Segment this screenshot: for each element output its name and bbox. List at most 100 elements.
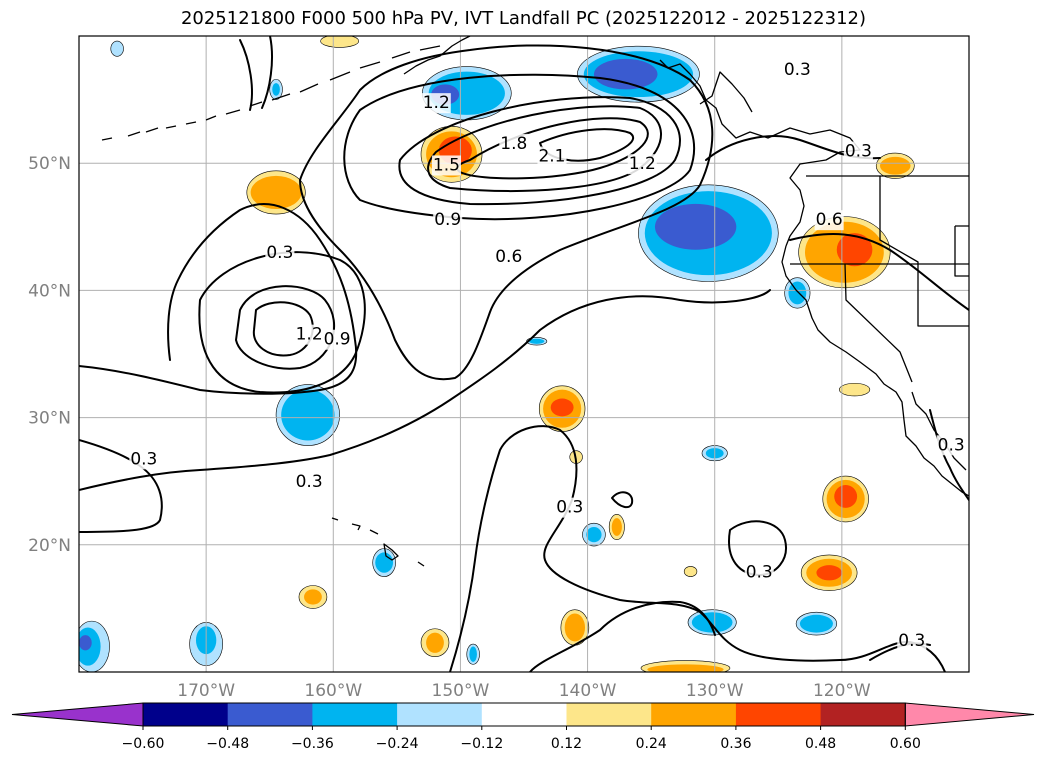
- contour-label-halo-7: [265, 243, 295, 264]
- pv-contour-0-3-top-left: [239, 39, 253, 111]
- field-blob-51: [799, 614, 833, 633]
- field-blob-49: [691, 612, 733, 633]
- colorbar-segment-7: [651, 703, 737, 726]
- contour-label-halo-10: [129, 449, 159, 470]
- pv-contour-0-3-top: [261, 36, 273, 109]
- longitude-labels: 170°W 160°W 150°W 140°W 130°W 120°W: [177, 681, 871, 701]
- contour-label-11: 0.3: [296, 472, 323, 492]
- contour-label-1: 1.5: [433, 155, 460, 175]
- contour-label-halo-14: [843, 141, 873, 162]
- lon-label-5: 120°W: [813, 681, 871, 701]
- lon-label-3: 140°W: [559, 681, 617, 701]
- colorbar-segment-3: [312, 703, 398, 726]
- field-blob-47: [564, 613, 586, 642]
- pv-contour-0-3-inner: [529, 600, 716, 672]
- field-blob-58: [79, 635, 92, 651]
- field-blob-55: [320, 36, 360, 48]
- field-blob-64: [683, 566, 698, 577]
- contour-label-halo-4: [627, 154, 657, 175]
- field-blob-10: [593, 58, 658, 90]
- contour-label-9: 0.9: [324, 330, 351, 350]
- state-border-3: [844, 263, 913, 383]
- lon-label-4: 130°W: [686, 681, 744, 701]
- field-blob-37: [375, 552, 394, 573]
- contour-label-17: 0.3: [898, 631, 925, 651]
- pv-contour-0-3-sw: [79, 439, 163, 533]
- contour-label-8: 1.2: [296, 325, 323, 345]
- colorbar-tick-label-9: 0.60: [890, 736, 921, 752]
- map-title: 2025121800 F000 500 hPa PV, IVT Landfall…: [180, 8, 867, 29]
- field-blob-25: [550, 398, 574, 417]
- lon-label-0: 170°W: [177, 681, 235, 701]
- contour-label-halo-13: [814, 210, 844, 231]
- field-blob-65: [110, 40, 124, 57]
- state-border-2: [879, 176, 969, 327]
- field-blob-54: [839, 382, 871, 397]
- pv-contour-0-3-west: [79, 203, 358, 395]
- colorbar-segment-2: [227, 703, 313, 726]
- colorbar-extend-high: [904, 702, 1035, 727]
- colorbar-tick-label-2: −0.36: [291, 736, 334, 752]
- lat-label-3: 20°N: [28, 536, 71, 556]
- contour-label-0: 1.2: [423, 93, 450, 113]
- colorbar-tick-label-0: −0.60: [122, 736, 165, 752]
- field-blob-53: [647, 664, 724, 672]
- contour-label-halo-18: [936, 435, 966, 456]
- colorbar-segment-4: [397, 703, 483, 726]
- contour-label-halo-12: [555, 497, 585, 518]
- colorbar-tick-label-6: 0.24: [636, 736, 667, 752]
- colorbar: −0.60 −0.48 −0.36 −0.24 −0.12 0.12 0.24 0.36 0.4…: [11, 702, 1035, 752]
- latitude-labels: 50°N 40°N 30°N 20°N: [28, 154, 71, 556]
- field-blob-35: [586, 526, 602, 543]
- alaska-peninsula: [403, 36, 471, 75]
- coastline-layer: [101, 36, 969, 567]
- lat-label-1: 40°N: [28, 281, 71, 301]
- colorbar-tick-label-7: 0.36: [720, 736, 751, 752]
- gridlines: [79, 36, 969, 672]
- contour-label-16: 0.3: [746, 563, 773, 583]
- hawaii-islands-2: [417, 561, 425, 567]
- contour-label-14: 0.3: [845, 141, 872, 161]
- field-blob-43: [426, 632, 444, 653]
- contour-label-10: 0.3: [130, 449, 157, 469]
- colorbar-tick-label-4: −0.12: [460, 736, 503, 752]
- colorbar-frame: [142, 702, 906, 727]
- contour-label-7: 0.3: [266, 243, 293, 263]
- pv-contour-0-9: [343, 73, 695, 221]
- contour-label-halo-16: [744, 562, 774, 583]
- contour-label-6: 0.6: [495, 247, 522, 267]
- field-blob-1: [250, 175, 302, 209]
- colorbar-tick-label-5: 0.12: [551, 736, 582, 752]
- contour-label-halo-8: [294, 324, 324, 345]
- state-border-4: [954, 225, 969, 277]
- contour-label-15: 0.3: [784, 60, 811, 80]
- contour-label-5: 0.9: [434, 210, 461, 230]
- field-blob-60: [529, 338, 545, 344]
- contour-label-halo-15: [782, 60, 812, 81]
- map-frame: [78, 35, 970, 673]
- pv-contour-0-3-center: [449, 425, 946, 672]
- pv-contour-0-3-coast: [929, 409, 969, 501]
- contour-label-halo-9: [322, 329, 352, 350]
- canada-coast-2: [699, 71, 753, 113]
- lat-label-2: 30°N: [28, 409, 71, 429]
- contour-label-halo-17: [897, 631, 927, 652]
- contour-label-halo-2: [499, 133, 529, 154]
- colorbar-tick-label-1: −0.48: [206, 736, 249, 752]
- lat-label-0: 50°N: [28, 154, 71, 174]
- contour-label-3: 2.1: [538, 147, 565, 167]
- colorbar-tick-label-8: 0.48: [805, 736, 836, 752]
- field-blob-22: [281, 389, 335, 441]
- contour-label-halo-3: [537, 146, 567, 167]
- lon-label-2: 150°W: [432, 681, 490, 701]
- contour-label-12: 0.3: [556, 498, 583, 518]
- contour-label-halo-6: [494, 247, 524, 268]
- baja-east-coast: [911, 391, 967, 471]
- contour-label-halo-0: [421, 93, 451, 114]
- alaska-coast: [659, 59, 861, 247]
- field-blob-13: [654, 203, 737, 250]
- colorbar-tick-label-3: −0.24: [376, 736, 419, 752]
- pv-contour-layer: [79, 36, 969, 672]
- pv-contour-0-6-main: [299, 44, 714, 381]
